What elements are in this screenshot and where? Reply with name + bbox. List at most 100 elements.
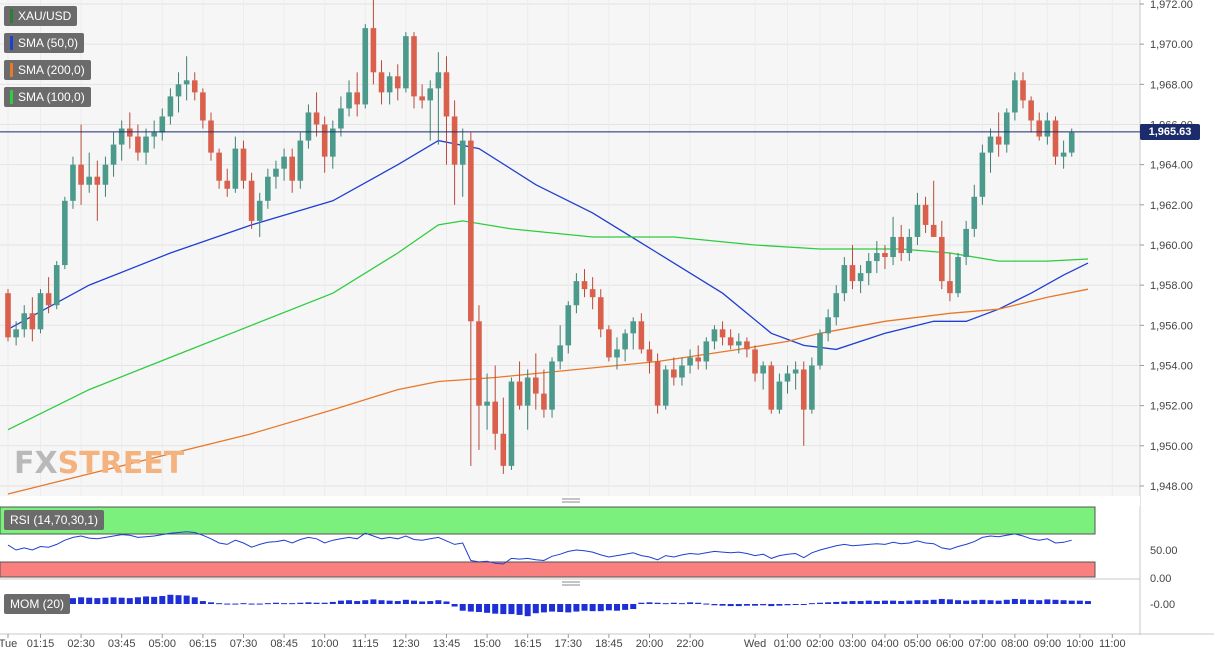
candle-body-125 <box>1020 80 1026 101</box>
mom-bar-40 <box>329 601 336 604</box>
mom-bar-20 <box>167 594 174 604</box>
mom-bar-80 <box>654 602 661 604</box>
mom-bar-115 <box>938 598 945 604</box>
mom-bar-67 <box>549 604 556 612</box>
mom-bar-15 <box>126 598 133 604</box>
mom-bar-72 <box>589 604 596 612</box>
mom-bar-91 <box>743 604 750 606</box>
candle-body-5 <box>45 293 52 306</box>
x-tick-label-22: 04:00 <box>871 638 899 650</box>
candle-body-124 <box>1012 80 1018 113</box>
candle-body-128 <box>1044 120 1051 137</box>
rsi-label[interactable]: RSI (14,70,30,1) <box>4 510 105 530</box>
mom-bar-112 <box>914 600 921 604</box>
candle-body-40 <box>330 128 336 157</box>
candle-body-97 <box>792 369 799 374</box>
mom-tick-label: -0.00 <box>1150 599 1175 611</box>
y-tick-label-12: 1,972.00 <box>1150 0 1193 11</box>
mom-bar-61 <box>500 604 507 615</box>
legend-sma-100[interactable]: SMA (100,0) <box>4 87 91 107</box>
candle-body-83 <box>679 365 685 378</box>
x-tick-label-6: 07:30 <box>230 638 258 650</box>
candle-body-92 <box>752 349 758 374</box>
candle-body-31 <box>256 200 263 221</box>
candle-body-38 <box>313 112 320 125</box>
candle-body-81 <box>662 369 669 406</box>
candle-body-85 <box>695 357 701 362</box>
mom-bar-81 <box>662 603 669 605</box>
candle-body-84 <box>687 357 693 366</box>
candle-body-117 <box>955 257 961 294</box>
candle-body-91 <box>744 341 750 350</box>
mom-bar-122 <box>995 600 1002 604</box>
mom-bar-88 <box>719 604 726 606</box>
x-tick-label-8: 10:00 <box>311 638 339 650</box>
mom-bar-17 <box>143 596 150 604</box>
x-tick-label-24: 06:00 <box>936 638 964 650</box>
x-tick-label-7: 08:45 <box>270 638 298 650</box>
mom-bar-12 <box>102 597 109 604</box>
x-tick-label-9: 11:15 <box>352 638 379 650</box>
candle-body-59 <box>484 401 490 406</box>
x-tick-label-2: 02:30 <box>67 638 95 650</box>
candle-body-131 <box>1068 132 1075 153</box>
candle-body-115 <box>939 236 945 282</box>
candle-body-99 <box>809 365 815 410</box>
candle-body-30 <box>248 180 255 221</box>
candle-body-80 <box>654 361 661 406</box>
candle-body-88 <box>719 329 726 338</box>
mom-bar-24 <box>199 601 206 604</box>
legend-sma-200-swatch <box>10 63 13 77</box>
candle-body-22 <box>183 80 190 85</box>
rsi-tick-label-0: 50.00 <box>1150 545 1178 557</box>
candle-body-127 <box>1036 120 1043 137</box>
mom-bar-129 <box>1052 599 1059 604</box>
mom-bar-71 <box>581 604 588 611</box>
candle-body-114 <box>930 224 937 237</box>
candle-body-3 <box>29 313 36 330</box>
candle-body-33 <box>273 168 279 177</box>
mom-bar-48 <box>394 601 401 604</box>
mom-bar-35 <box>289 603 296 605</box>
y-tick-label-8: 1,964.00 <box>1150 160 1193 172</box>
candle-body-2 <box>21 313 28 330</box>
mom-bar-50 <box>411 600 417 604</box>
candle-body-9 <box>78 164 84 185</box>
candle-body-13 <box>110 144 117 165</box>
candle-body-87 <box>711 329 718 342</box>
candle-body-49 <box>403 36 409 89</box>
candle-body-71 <box>581 281 588 290</box>
x-tick-label-20: 02:00 <box>806 638 834 650</box>
y-tick-label-3: 1,954.00 <box>1150 360 1193 372</box>
mom-bar-87 <box>711 604 718 606</box>
candle-body-102 <box>833 293 840 318</box>
x-tick-label-13: 16:15 <box>514 638 542 650</box>
candle-body-21 <box>175 84 182 97</box>
candle-body-100 <box>817 333 823 366</box>
candle-body-17 <box>143 136 149 153</box>
candle-body-42 <box>346 92 352 109</box>
x-tick-label-11: 13:45 <box>433 638 461 650</box>
mom-bar-70 <box>573 604 580 612</box>
candle-body-36 <box>297 140 304 181</box>
legend-sma-50[interactable]: SMA (50,0) <box>4 33 85 53</box>
legend-symbol[interactable]: XAU/USD <box>4 6 78 26</box>
mom-bar-120 <box>979 599 986 604</box>
x-tick-label-14: 17:30 <box>555 638 583 650</box>
candle-body-77 <box>630 321 637 334</box>
mom-layer: -0.00 <box>5 594 1175 617</box>
mom-bar-131 <box>1068 600 1075 604</box>
mom-label[interactable]: MOM (20) <box>4 594 70 614</box>
legend-sma-200[interactable]: SMA (200,0) <box>4 60 91 80</box>
x-tick-label-5: 06:15 <box>189 638 217 650</box>
x-tick-label-18: Wed <box>744 638 766 650</box>
mom-bar-44 <box>362 600 369 604</box>
rsi-tick-label-1: 0.00 <box>1150 573 1171 585</box>
mom-bar-54 <box>443 601 450 604</box>
mom-bar-119 <box>971 600 978 604</box>
mom-bar-104 <box>849 601 856 604</box>
mom-bar-28 <box>232 603 239 605</box>
candle-body-69 <box>565 305 572 346</box>
mom-bar-98 <box>800 604 807 605</box>
